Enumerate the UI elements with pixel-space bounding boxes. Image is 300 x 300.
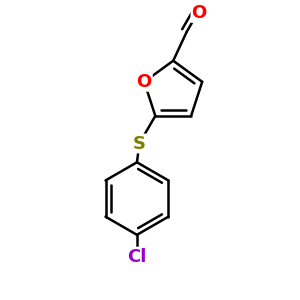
Text: O: O	[136, 73, 152, 91]
Text: Cl: Cl	[127, 248, 147, 266]
Text: S: S	[133, 134, 146, 152]
Text: O: O	[191, 4, 207, 22]
